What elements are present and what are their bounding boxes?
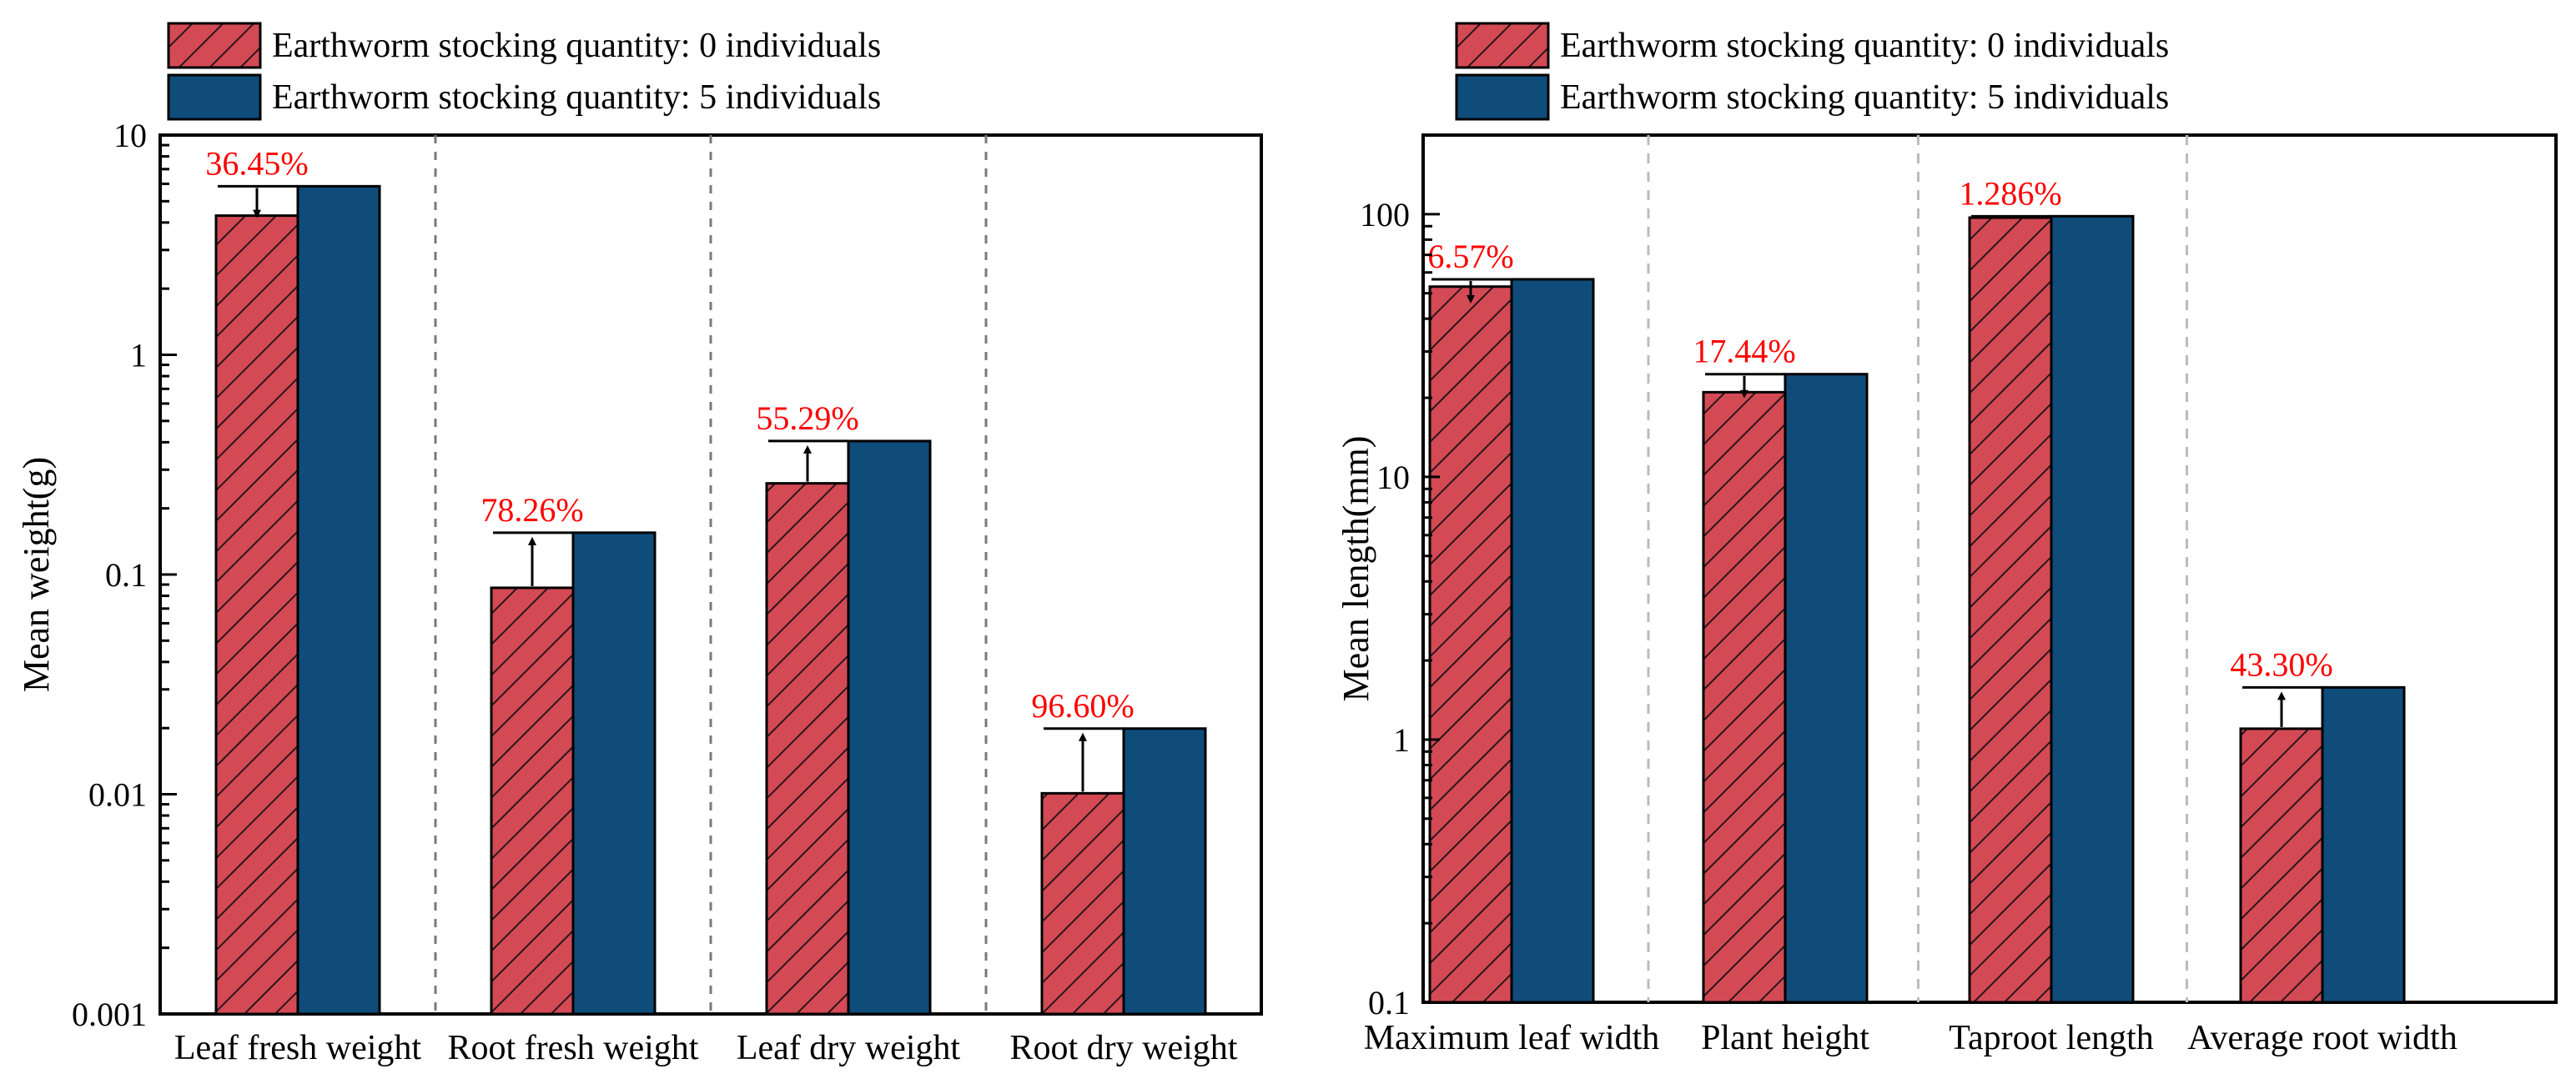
left-x-tick-label: Root fresh weight: [448, 1029, 699, 1067]
right-y-ticks: 0.1 1 10 100: [1360, 133, 1440, 1021]
right-x-tick-label: Average root width: [2187, 1019, 2457, 1057]
left-x-tick-label: Root dry weight: [1010, 1029, 1238, 1067]
left-x-tick-label: Leaf fresh weight: [174, 1029, 422, 1067]
right-annotation-text: 17.44%: [1693, 333, 1795, 370]
left-y-ticks: 0.001 0.01 0.1 1 10: [72, 117, 177, 1033]
right-annotation-text: 6.57%: [1427, 238, 1513, 275]
right-bars: [1428, 214, 2406, 1004]
right-legend-swatch-0: [1455, 22, 1550, 69]
left-annotation-text: 78.26%: [480, 491, 583, 529]
right-legend: Earthworm stocking quantity: 0 individua…: [1455, 22, 2169, 121]
right-y-tick-label: 100: [1360, 196, 1410, 233]
right-bar-1-0: [1510, 278, 1595, 1004]
right-y-tick-label: 0.1: [1368, 984, 1410, 1021]
right-y-tick-label: 10: [1376, 459, 1410, 496]
right-x-tick-label: Maximum leaf width: [1364, 1019, 1660, 1057]
left-bar-1-3: [1122, 727, 1207, 1016]
left-annotations: 36.45% 78.26% 55.29% 96.60%: [205, 144, 1135, 792]
right-y-axis-label: Mean length(mm): [1336, 436, 1376, 702]
left-separators: [434, 135, 988, 1014]
left-annotation-text: 36.45%: [205, 144, 308, 182]
left-bar-1-2: [847, 439, 932, 1016]
left-x-tick-label: Leaf dry weight: [737, 1029, 961, 1067]
right-annotation-text: 1.286%: [1959, 174, 2061, 212]
left-y-tick-label: 0.001: [72, 996, 147, 1033]
left-legend-swatch-0: [167, 22, 262, 69]
left-bar-0-2: [765, 482, 850, 1016]
left-y-axis-label: Mean weight(g): [16, 457, 57, 692]
left-annotation-text: 96.60%: [1031, 687, 1134, 725]
right-legend-swatch-1: [1455, 73, 1550, 121]
left-y-tick-label: 10: [113, 117, 147, 154]
right-annotations: 6.57% 17.44% 1.286% 43.30%: [1427, 174, 2333, 727]
right-legend-label-1: Earthworm stocking quantity: 5 individua…: [1560, 78, 2169, 117]
right-separators: [1647, 135, 2188, 1002]
left-chart: 36.45% 78.26% 55.29% 96.60% 0.001 0.01 0.1 1 10…: [16, 22, 1263, 1067]
left-bar-1-0: [296, 184, 381, 1016]
left-bar-0-3: [1040, 791, 1125, 1016]
right-bar-1-1: [1784, 373, 1869, 1004]
right-y-tick-label: 1: [1393, 721, 1410, 759]
left-bars: [214, 184, 1207, 1016]
right-bar-0-0: [1428, 285, 1513, 1004]
right-legend-label-0: Earthworm stocking quantity: 0 individua…: [1560, 27, 2169, 65]
right-x-tick-label: Taproot length: [1949, 1019, 2154, 1057]
left-legend-label-0: Earthworm stocking quantity: 0 individua…: [272, 27, 881, 65]
right-bar-0-2: [1968, 216, 2053, 1004]
right-bar-1-2: [2050, 214, 2135, 1004]
right-annotation-text: 43.30%: [2230, 645, 2332, 683]
right-bar-0-3: [2239, 727, 2324, 1004]
left-y-tick-label: 0.01: [88, 776, 147, 814]
right-bar-0-1: [1702, 390, 1787, 1004]
left-legend-swatch-1: [167, 73, 262, 121]
left-annotation-text: 55.29%: [756, 399, 858, 437]
left-bar-0-0: [214, 214, 299, 1016]
left-legend: Earthworm stocking quantity: 0 individua…: [167, 22, 881, 121]
left-legend-label-1: Earthworm stocking quantity: 5 individua…: [272, 78, 881, 117]
right-bar-1-3: [2321, 685, 2406, 1004]
left-bar-0-1: [490, 586, 575, 1016]
left-x-labels: Leaf fresh weight Root fresh weight Leaf d…: [174, 1029, 1238, 1067]
right-x-labels: Maximum leaf width Plant height Taproot le…: [1364, 1019, 2458, 1057]
left-y-tick-label: 0.1: [105, 556, 147, 594]
left-y-tick-label: 1: [130, 337, 147, 374]
right-chart: 6.57% 17.44% 1.286% 43.30% 0.1 1 10 100 Maximu…: [1336, 22, 2558, 1057]
right-x-tick-label: Plant height: [1701, 1019, 1869, 1057]
left-bar-1-1: [571, 531, 657, 1016]
